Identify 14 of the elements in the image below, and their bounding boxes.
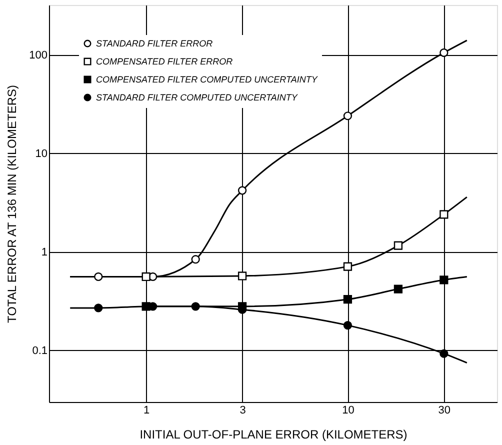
- legend-label: STANDARD FILTER COMPUTED UNCERTAINTY: [96, 92, 298, 102]
- y-tick-label: 0.1: [32, 344, 48, 357]
- x-tick-label: 1: [144, 404, 150, 416]
- legend-label: COMPENSATED FILTER COMPUTED UNCERTAINTY: [96, 74, 318, 84]
- y-tick-label: 1: [41, 246, 48, 258]
- x-tick-label: 3: [240, 404, 246, 416]
- x-tick-label: 10: [342, 404, 354, 416]
- legend-label: STANDARD FILTER ERROR: [96, 38, 214, 48]
- y-axis-title: TOTAL ERROR AT 136 MIN (KILOMETERS): [5, 84, 20, 324]
- y-tick-label: 100: [29, 49, 48, 62]
- x-axis-title: INITIAL OUT-OF-PLANE ERROR (KILOMETERS): [140, 428, 408, 442]
- legend-label: COMPENSATED FILTER ERROR: [96, 56, 234, 66]
- x-tick-label: 30: [438, 404, 451, 416]
- y-tick-label: 10: [35, 148, 48, 160]
